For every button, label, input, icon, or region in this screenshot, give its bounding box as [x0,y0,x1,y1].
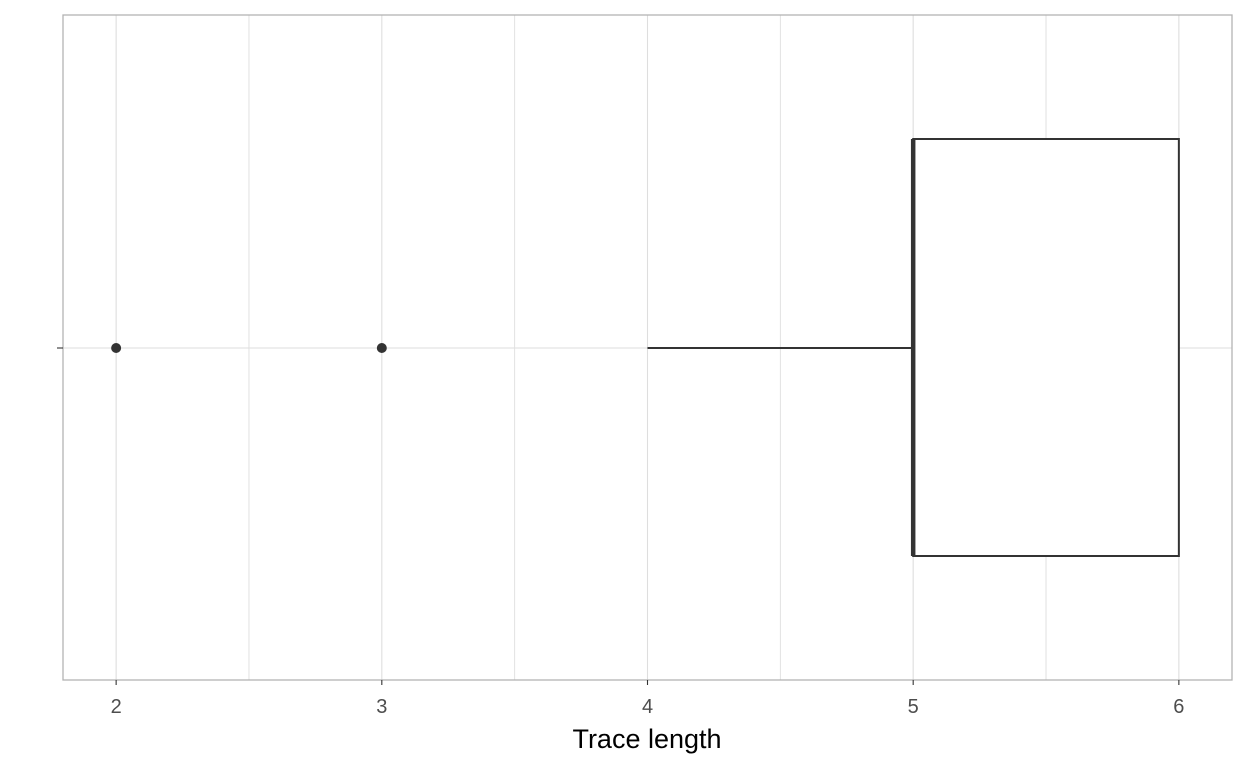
x-tick-label: 6 [1173,696,1184,718]
x-axis-title: Trace length [572,724,721,754]
outlier-point [376,343,387,353]
x-tick-label: 2 [111,696,122,718]
x-axis-ticks: 2 3 4 5 6 [57,347,1184,718]
outlier-point [111,343,122,353]
box-iqr [912,138,1180,557]
x-tick-label: 5 [908,696,919,718]
boxplot-box [647,138,1180,557]
x-tick-label: 4 [642,696,653,718]
outlier-points [111,343,387,353]
x-tick-label: 3 [376,696,387,718]
